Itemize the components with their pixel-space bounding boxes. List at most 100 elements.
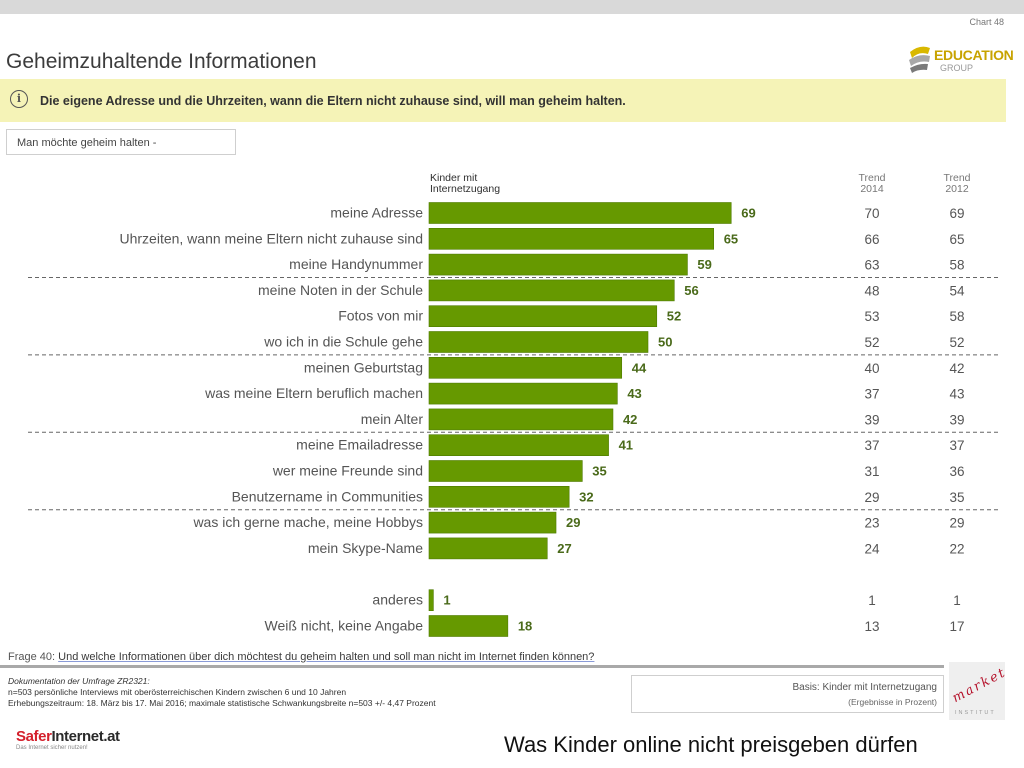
- key-message: Die eigene Adresse und die Uhrzeiten, wa…: [40, 94, 626, 108]
- bar: [428, 227, 715, 250]
- category-label: mein Skype-Name: [308, 540, 423, 556]
- bar: [428, 511, 557, 534]
- trend-2012-value: 52: [949, 335, 964, 350]
- bar: [428, 460, 583, 482]
- market-logo-text: market: [949, 665, 1010, 706]
- survey-documentation: Dokumentation der Umfrage ZR2321: n=503 …: [8, 676, 436, 709]
- bar-value-label: 59: [697, 257, 711, 272]
- trend-2012-value: 58: [949, 258, 964, 273]
- category-label: was meine Eltern beruflich machen: [204, 385, 423, 401]
- column-header-trend-2012: Trend 2012: [943, 172, 971, 195]
- trend-2014-value: 66: [864, 232, 879, 247]
- key-message-box: i Die eigene Adresse und die Uhrzeiten, …: [0, 79, 1006, 122]
- basis-box: Basis: Kinder mit Internetzugang (Ergebn…: [631, 675, 944, 713]
- category-label: meine Noten in der Schule: [258, 282, 423, 298]
- basis-note: (Ergebnisse in Prozent): [848, 697, 937, 707]
- info-icon: i: [10, 90, 28, 108]
- page-title: Geheimzuhaltende Informationen: [6, 50, 317, 73]
- trend-2012-value: 54: [949, 283, 965, 298]
- question-wording: Und welche Informationen über dich möcht…: [58, 651, 595, 663]
- bar-value-label: 27: [557, 541, 571, 556]
- category-label: Weiß nicht, keine Angabe: [264, 618, 423, 634]
- trend-2012-value: 37: [949, 438, 964, 453]
- trend-2012-value: 42: [949, 361, 964, 376]
- question-label-box: Man möchte geheim halten -: [6, 129, 236, 155]
- trend-2014-value: 37: [864, 387, 879, 402]
- category-label: meine Adresse: [330, 205, 423, 221]
- bar-value-label: 56: [684, 283, 698, 298]
- trend-2014-value: 37: [864, 438, 879, 453]
- basis-text: Basis: Kinder mit Internetzugang: [792, 682, 937, 693]
- trend-2012-value: 43: [949, 387, 964, 402]
- chart-number: Chart 48: [969, 17, 1004, 27]
- bar: [428, 408, 614, 431]
- market-institut-logo: market INSTITUT: [949, 662, 1009, 720]
- trend-2012-value: 29: [949, 516, 964, 531]
- bar: [428, 253, 688, 276]
- education-group-logo: EDUCATION GROUP: [904, 38, 1014, 80]
- bar-value-label: 65: [724, 231, 738, 246]
- question-label: Man möchte geheim halten -: [17, 137, 157, 149]
- logo-text-group: GROUP: [940, 63, 974, 73]
- bar: [428, 434, 609, 456]
- category-label: wer meine Freunde sind: [272, 463, 423, 479]
- category-label: anderes: [372, 592, 423, 608]
- trend-2014-value: 70: [864, 206, 879, 221]
- slide-caption: Was Kinder online nicht preisgeben dürfe…: [504, 732, 918, 757]
- category-label: Uhrzeiten, wann meine Eltern nicht zuhau…: [119, 230, 423, 246]
- bar-value-label: 50: [658, 335, 672, 350]
- bar: [428, 589, 434, 612]
- question-text: Frage 40: Und welche Informationen über …: [8, 651, 594, 663]
- doc-title: Dokumentation der Umfrage ZR2321:: [8, 676, 150, 686]
- education-logo-icon: [909, 46, 930, 73]
- bar: [428, 382, 618, 405]
- bar: [428, 357, 623, 379]
- trend-2014-value: 53: [864, 309, 879, 324]
- saferinternet-logo-text: SaferInternet.at: [16, 728, 120, 745]
- bar: [428, 331, 649, 353]
- trend-2014-value: 1: [868, 593, 876, 608]
- trend-2012-value: 39: [949, 412, 964, 427]
- bar: [428, 485, 570, 508]
- trend-2014-value: 24: [864, 541, 880, 556]
- question-number: Frage 40:: [8, 651, 56, 663]
- category-label: meine Emailadresse: [296, 437, 423, 453]
- trend-2012-value: 69: [949, 206, 964, 221]
- logo-text-education: EDUCATION: [934, 47, 1014, 63]
- bar-value-label: 69: [741, 206, 755, 221]
- bar-chart: meine Adresse 69 70 69 Uhrzeiten, wann meine…: [28, 202, 1000, 637]
- market-logo-sub: INSTITUT: [955, 710, 996, 716]
- bar: [428, 202, 732, 224]
- doc-line-period: Erhebungszeitraum: 18. März bis 17. Mai …: [8, 698, 436, 708]
- trend-2014-value: 23: [864, 516, 879, 531]
- trend-2014-value: 31: [864, 464, 879, 479]
- bar-value-label: 32: [579, 489, 593, 504]
- trend-2012-value: 36: [949, 464, 964, 479]
- saferinternet-logo: SaferInternet.at Das Internet sicher nut…: [16, 728, 120, 751]
- bar-value-label: 41: [619, 438, 633, 453]
- trend-2014-value: 63: [864, 258, 879, 273]
- bar: [428, 305, 658, 327]
- trend-2012-value: 65: [949, 232, 964, 247]
- top-band: [0, 0, 1024, 14]
- category-label: wo ich in die Schule gehe: [263, 334, 423, 350]
- saferinternet-tagline: Das Internet sicher nutzen!: [16, 745, 88, 751]
- bar-value-label: 29: [566, 515, 580, 530]
- trend-2012-value: 1: [953, 593, 961, 608]
- bar-value-label: 35: [592, 464, 606, 479]
- bar-value-label: 42: [623, 412, 637, 427]
- bar-value-label: 43: [627, 386, 641, 401]
- bar: [428, 615, 509, 637]
- bar-value-label: 1: [443, 593, 450, 608]
- bar-value-label: 18: [518, 619, 532, 634]
- bar: [428, 279, 675, 302]
- footer-divider: [0, 665, 944, 668]
- trend-2014-value: 13: [864, 619, 879, 634]
- bar: [428, 537, 548, 560]
- category-label: mein Alter: [361, 411, 424, 427]
- category-label: Benutzername in Communities: [232, 488, 423, 504]
- category-label: meine Handynummer: [289, 256, 423, 272]
- trend-2014-value: 48: [864, 283, 879, 298]
- category-label: Fotos von mir: [338, 308, 423, 324]
- trend-2014-value: 29: [864, 490, 879, 505]
